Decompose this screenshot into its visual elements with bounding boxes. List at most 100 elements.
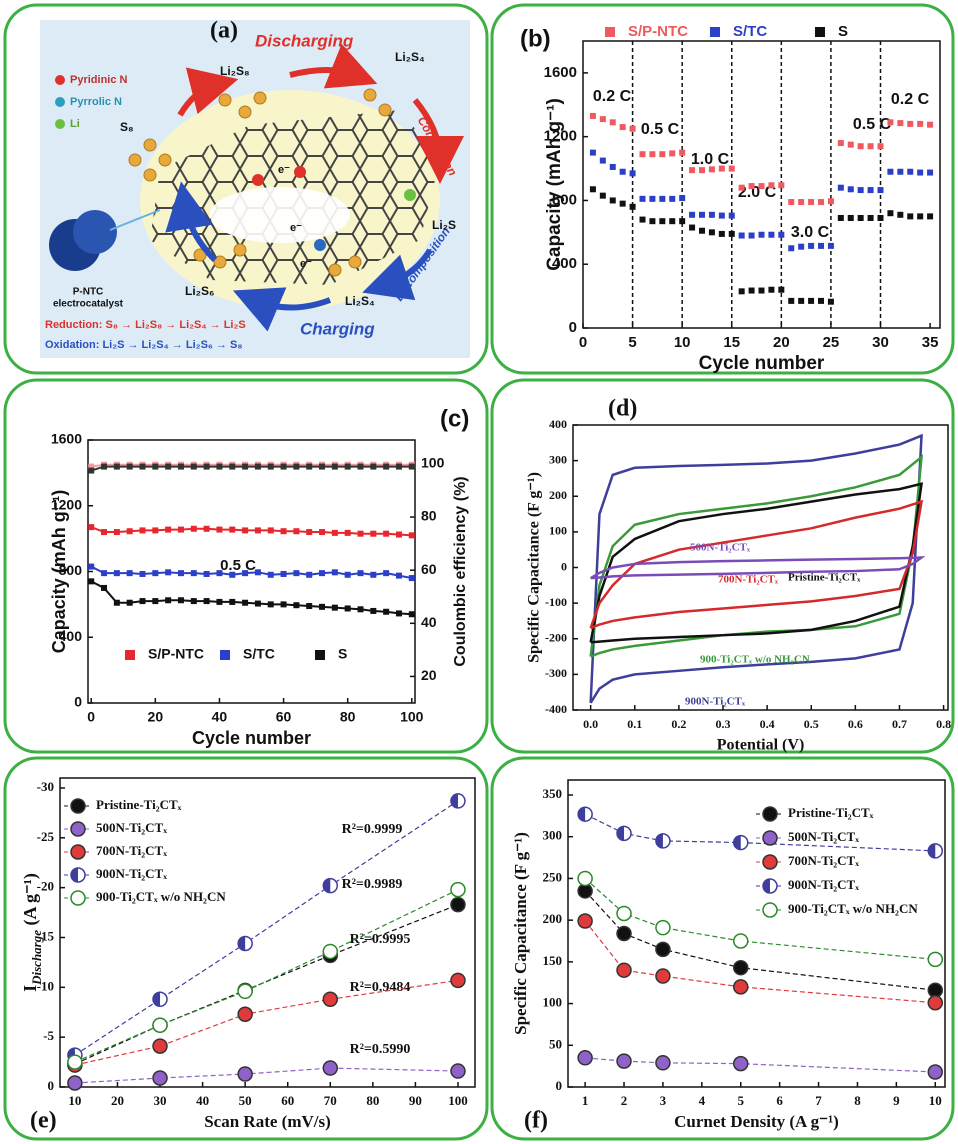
marker	[408, 532, 415, 539]
marker	[758, 231, 765, 238]
marker	[778, 286, 785, 293]
arrow	[289, 43, 378, 89]
marker-circle	[152, 1017, 168, 1033]
marker	[599, 116, 606, 123]
panel-label: (a)	[210, 18, 238, 44]
atom	[158, 153, 172, 167]
marker	[669, 218, 676, 225]
marker-circle	[577, 913, 593, 929]
marker	[616, 905, 632, 922]
marker	[165, 597, 172, 604]
legend-item: S/TC	[220, 646, 275, 662]
marker	[319, 529, 326, 536]
marker	[383, 570, 390, 577]
marker	[357, 570, 364, 577]
marker-half	[71, 868, 78, 882]
marker	[609, 163, 616, 170]
marker	[203, 570, 210, 577]
x-tick-label: 30	[154, 1093, 167, 1108]
marker	[649, 218, 656, 225]
x-tick-label: 0	[87, 709, 95, 725]
x-tick-label: 100	[448, 1093, 468, 1108]
marker	[827, 298, 834, 305]
marker	[768, 182, 775, 189]
marker	[907, 120, 914, 127]
atom	[143, 168, 157, 182]
marker	[762, 902, 778, 918]
marker	[67, 1075, 83, 1091]
marker-circle	[67, 1054, 83, 1070]
atom	[348, 255, 362, 269]
marker	[88, 563, 95, 570]
marker-circle	[927, 994, 944, 1011]
marker	[798, 243, 805, 250]
process-label: Charging	[300, 319, 375, 338]
x-tick-label: 2	[621, 1093, 628, 1108]
marker	[113, 529, 120, 536]
marker-circle	[927, 1064, 944, 1080]
marker	[718, 230, 725, 237]
marker	[165, 526, 172, 533]
marker	[126, 463, 133, 470]
marker	[70, 844, 86, 860]
marker	[699, 211, 705, 218]
marker	[101, 529, 108, 536]
marker	[577, 1050, 593, 1066]
y-tick-label: 300	[549, 452, 567, 466]
y-axis-label: Capacity (mAh g⁻¹)	[49, 490, 69, 654]
marker	[599, 192, 606, 199]
x-tick-label: 0	[579, 334, 587, 351]
marker	[738, 232, 745, 239]
series-line	[90, 465, 412, 472]
y2-tick-label: 40	[421, 614, 437, 630]
marker	[190, 570, 197, 577]
catalyst-label: P-NTC	[73, 287, 104, 298]
x-tick-label: 35	[922, 334, 939, 351]
legend-item: S/P-NTC	[605, 23, 688, 40]
marker	[280, 528, 287, 535]
marker	[616, 962, 632, 978]
annotation: 2.0 C	[738, 184, 777, 201]
x-tick-label: 8	[854, 1093, 861, 1108]
legend-item: 700N-Ti₂CTₓ	[756, 853, 859, 870]
marker	[798, 199, 805, 206]
marker-circle	[152, 1070, 168, 1086]
curve-label: 900-Ti₂CTₓ w/o NH₂CN	[700, 654, 810, 666]
marker	[152, 527, 159, 534]
legend-marker	[125, 650, 135, 660]
cv-curve	[589, 556, 926, 580]
marker	[190, 525, 197, 532]
marker	[357, 606, 364, 613]
legend-label: S	[838, 23, 848, 40]
marker	[450, 972, 466, 989]
legend-marker	[710, 27, 720, 37]
x-tick-label: 0.0	[583, 717, 598, 731]
series-line	[90, 526, 412, 537]
marker	[655, 941, 671, 958]
marker-circle	[70, 844, 86, 860]
marker-circle	[616, 962, 632, 978]
marker	[699, 167, 705, 174]
y-tick-label: 300	[543, 828, 563, 843]
panel-label: (b)	[520, 25, 551, 52]
marker-half	[450, 793, 458, 808]
marker-circle	[450, 1063, 466, 1079]
marker	[395, 610, 402, 617]
marker	[331, 569, 338, 576]
series-line	[584, 813, 936, 852]
marker	[322, 991, 339, 1008]
marker	[267, 571, 274, 578]
marker	[152, 991, 168, 1008]
marker	[589, 149, 596, 156]
marker-circle	[70, 798, 86, 814]
legend-label: Pyrrolic N	[70, 96, 122, 108]
marker	[306, 571, 313, 578]
marker	[917, 169, 924, 176]
legend-item: Pristine-Ti₂CTₓ	[64, 797, 182, 814]
y-tick-label: 800	[59, 562, 83, 578]
marker	[732, 959, 749, 976]
y2-tick-label: 100	[421, 455, 445, 471]
annotation: R²=0.9484	[350, 980, 411, 995]
marker	[88, 578, 95, 585]
